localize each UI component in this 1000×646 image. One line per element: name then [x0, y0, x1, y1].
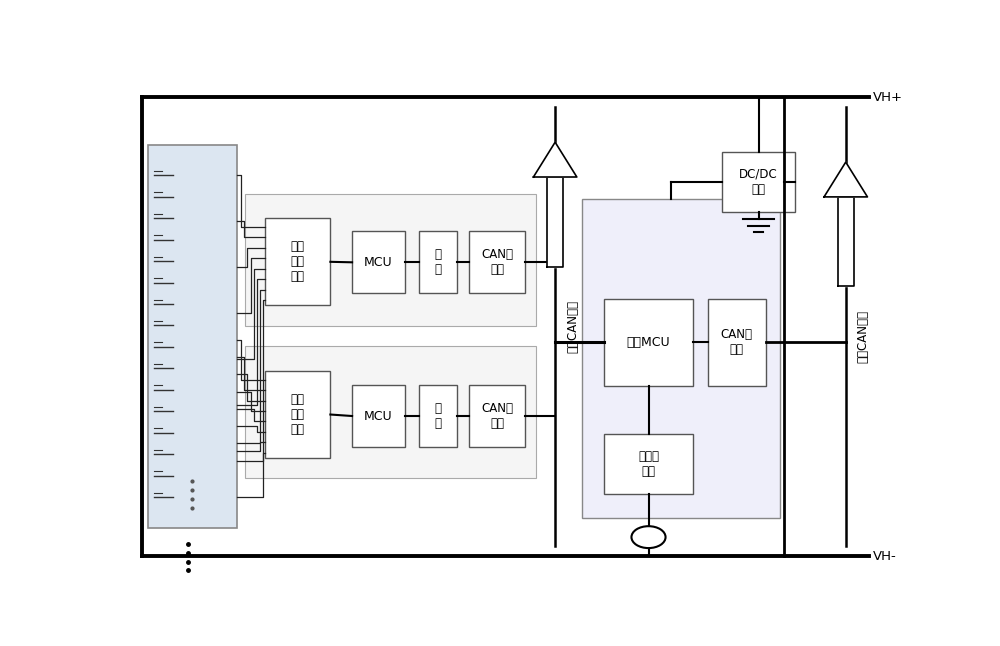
- Text: 隔
离: 隔 离: [435, 248, 442, 276]
- Bar: [469, 231, 525, 293]
- Bar: [352, 385, 405, 447]
- Bar: [582, 200, 780, 517]
- Text: 电压
采集
模块: 电压 采集 模块: [290, 240, 304, 284]
- Bar: [352, 231, 405, 293]
- Text: CAN收
发器: CAN收 发器: [721, 328, 753, 357]
- Text: 主控MCU: 主控MCU: [627, 336, 670, 349]
- Text: MCU: MCU: [364, 410, 393, 422]
- Polygon shape: [547, 177, 563, 267]
- Text: 电流传
感器: 电流传 感器: [638, 450, 659, 478]
- Bar: [469, 385, 525, 447]
- Text: 电压
采集
模块: 电压 采集 模块: [290, 393, 304, 436]
- Bar: [245, 346, 536, 478]
- Text: DC/DC
电源: DC/DC 电源: [739, 168, 778, 196]
- Text: CAN收
发器: CAN收 发器: [481, 248, 513, 276]
- Bar: [722, 152, 795, 212]
- Text: 车载CAN总线: 车载CAN总线: [856, 309, 869, 362]
- Text: MCU: MCU: [364, 256, 393, 269]
- Polygon shape: [533, 142, 577, 177]
- Text: CAN收
发器: CAN收 发器: [481, 402, 513, 430]
- Bar: [604, 299, 693, 386]
- Bar: [708, 299, 766, 386]
- Circle shape: [631, 526, 666, 548]
- Bar: [264, 371, 330, 458]
- Text: 隔
离: 隔 离: [435, 402, 442, 430]
- Text: VH+: VH+: [873, 91, 903, 104]
- Text: 传感CAN总线: 传感CAN总线: [566, 300, 579, 353]
- Bar: [245, 194, 536, 326]
- Text: VH-: VH-: [873, 550, 897, 563]
- Bar: [264, 218, 330, 306]
- Polygon shape: [824, 162, 867, 197]
- Polygon shape: [838, 197, 854, 286]
- Bar: [148, 145, 237, 528]
- Bar: [419, 231, 457, 293]
- Bar: [419, 385, 457, 447]
- Bar: [604, 434, 693, 494]
